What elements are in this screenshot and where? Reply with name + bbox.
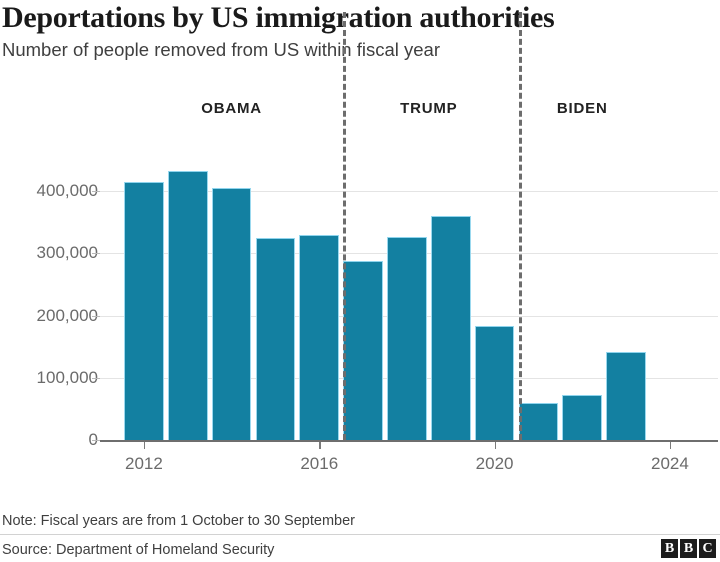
x-axis-tick-mark — [319, 442, 321, 449]
y-axis-tick-mark — [92, 440, 100, 441]
y-axis-tick-mark — [92, 253, 100, 255]
bar[interactable] — [167, 171, 208, 440]
gridline — [100, 191, 718, 193]
bar[interactable] — [211, 188, 252, 440]
x-axis-baseline — [100, 440, 718, 442]
bar[interactable] — [343, 261, 383, 440]
era-label-obama: OBAMA — [201, 100, 262, 117]
y-axis-tick-mark — [92, 377, 100, 379]
x-axis-tick-mark — [143, 442, 146, 449]
bar[interactable] — [387, 236, 427, 440]
bar[interactable] — [518, 403, 559, 440]
x-axis-tick-label: 2020 — [475, 454, 514, 473]
x-axis-tick-label: 2012 — [124, 454, 163, 473]
note-text: Note: Fiscal years are from 1 October to… — [2, 513, 355, 529]
era-divider — [343, 12, 347, 440]
bar[interactable] — [430, 216, 471, 440]
x-axis-tick-label: 2024 — [650, 454, 689, 473]
x-axis-tick-mark — [669, 442, 672, 449]
chart-axes: 0 100,000 200,000 300,000 400,000 2012 2016 202… — [0, 12, 720, 488]
bar[interactable] — [474, 326, 515, 440]
y-axis-tick-label: 200,000 — [36, 305, 98, 325]
bbc-logo-letter: B — [661, 539, 678, 558]
plot-area: OBAMA TRUMP BIDEN 0 100,000 200,000 300,000 40… — [0, 12, 720, 488]
bar[interactable] — [562, 395, 603, 440]
era-label-trump: TRUMP — [400, 100, 458, 117]
bar[interactable] — [606, 351, 646, 440]
footer-divider — [0, 534, 720, 535]
chart-header: Deportations by US immigration authoriti… — [2, 0, 718, 63]
y-axis-tick-label: 300,000 — [36, 243, 98, 263]
bar[interactable] — [299, 234, 340, 440]
era-divider — [518, 12, 522, 440]
y-axis-tick-label: 100,000 — [36, 367, 98, 387]
era-label-biden: BIDEN — [556, 100, 608, 117]
chart-subtitle: Number of people removed from US within … — [2, 39, 441, 60]
bbc-logo-letter: C — [699, 539, 716, 558]
era-label-row: OBAMA TRUMP BIDEN — [0, 88, 720, 128]
bar[interactable] — [255, 238, 296, 440]
x-axis-tick-mark — [494, 442, 497, 449]
bbc-logo-letter: B — [680, 539, 697, 558]
source-text: Source: Department of Homeland Security — [2, 542, 275, 558]
y-axis-tick-label: 400,000 — [36, 181, 98, 201]
x-axis-tick-label: 2016 — [300, 454, 339, 473]
bar[interactable] — [124, 181, 164, 440]
y-axis-tick-mark — [92, 315, 100, 317]
page-title: Deportations by US immigration authoriti… — [2, 1, 555, 34]
y-axis-tick-label: 0 — [2, 430, 98, 450]
y-axis-tick-mark — [92, 191, 100, 193]
